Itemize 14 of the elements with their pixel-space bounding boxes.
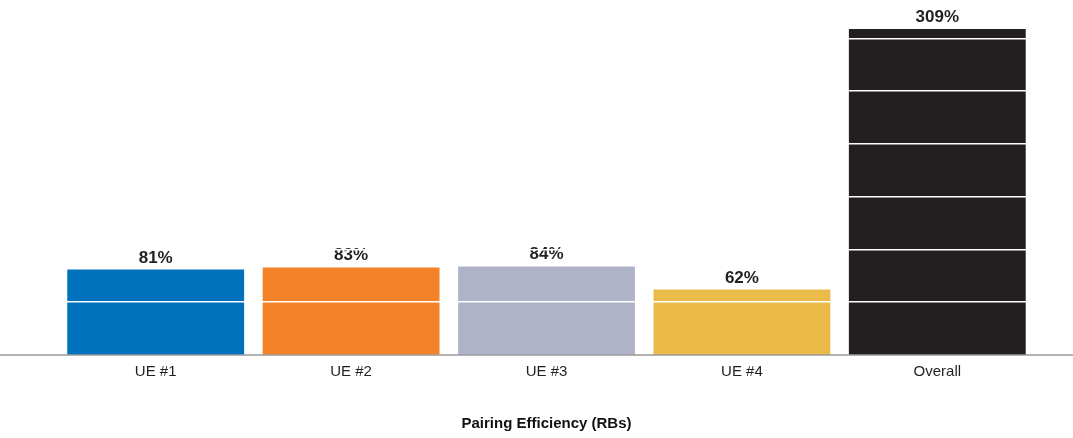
- bar: [848, 29, 1026, 355]
- x-tick-label: UE #1: [134, 362, 177, 380]
- x-axis-title: Pairing Efficiency (RBs): [461, 414, 632, 432]
- bar: [653, 289, 831, 355]
- x-tick-label: UE #4: [721, 362, 763, 380]
- data-label: 62%: [724, 267, 759, 287]
- data-label: 81%: [138, 247, 173, 267]
- x-tick-label: Overall: [913, 362, 962, 380]
- data-label: 309%: [915, 7, 960, 26]
- x-tick-label: UE #2: [330, 362, 372, 380]
- bar: [458, 266, 635, 355]
- bar: [67, 269, 245, 355]
- bar: [262, 267, 440, 355]
- x-tick-label: UE #3: [525, 362, 568, 380]
